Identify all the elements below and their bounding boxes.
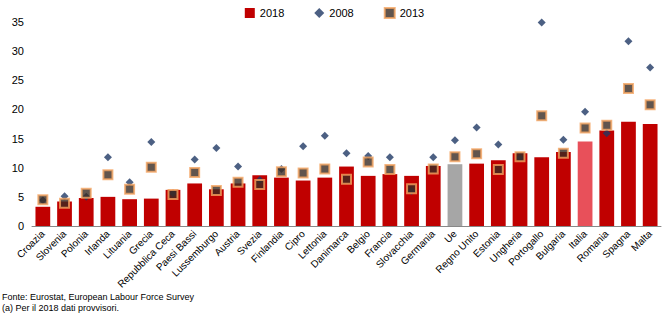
svg-text:Svezia: Svezia	[234, 228, 264, 258]
svg-text:Italia: Italia	[566, 228, 589, 251]
svg-text:Cipro: Cipro	[282, 228, 307, 253]
svg-text:25: 25	[12, 74, 24, 86]
svg-text:2013: 2013	[400, 7, 424, 19]
svg-text:Romania: Romania	[574, 228, 611, 265]
svg-text:Fonte: Eurostat, European Labo: Fonte: Eurostat, European Labour Force S…	[2, 292, 195, 302]
svg-text:Lussemburgo: Lussemburgo	[170, 228, 221, 279]
svg-text:Slovenia: Slovenia	[33, 228, 69, 263]
svg-text:35: 35	[12, 16, 24, 28]
svg-text:Portogallo: Portogallo	[506, 228, 546, 268]
svg-text:Belgio: Belgio	[344, 228, 373, 256]
svg-text:2008: 2008	[329, 7, 353, 19]
svg-text:Bulgaria: Bulgaria	[534, 228, 568, 262]
svg-text:Francia: Francia	[362, 228, 394, 260]
svg-text:Grecia: Grecia	[126, 228, 156, 257]
svg-text:Lettonia: Lettonia	[295, 228, 329, 261]
svg-text:Finlandia: Finlandia	[249, 228, 286, 265]
svg-text:10: 10	[12, 162, 24, 174]
svg-text:Spagna: Spagna	[600, 228, 632, 260]
svg-text:Austria: Austria	[212, 228, 242, 258]
svg-text:Regno Unito: Regno Unito	[433, 228, 481, 276]
svg-text:Paesi Bassi: Paesi Bassi	[153, 228, 199, 273]
svg-text:15: 15	[12, 133, 24, 145]
svg-text:Lituania: Lituania	[101, 228, 134, 261]
svg-text:0: 0	[18, 220, 24, 232]
svg-text:20: 20	[12, 103, 24, 115]
svg-text:30: 30	[12, 45, 24, 57]
svg-text:Germania: Germania	[398, 228, 437, 267]
svg-text:Croazia: Croazia	[14, 228, 47, 261]
svg-text:Malta: Malta	[629, 228, 654, 253]
svg-text:Slovacchia: Slovacchia	[373, 228, 416, 270]
svg-text:Danimarca: Danimarca	[308, 228, 350, 270]
svg-text:Polonia: Polonia	[59, 228, 91, 260]
svg-text:Estonia: Estonia	[470, 228, 503, 260]
svg-text:(a) Per il 2018 dati provvisor: (a) Per il 2018 dati provvisori.	[2, 303, 119, 313]
svg-text:Irlanda: Irlanda	[82, 228, 112, 258]
svg-text:5: 5	[18, 191, 24, 203]
svg-text:Ungheria: Ungheria	[487, 228, 524, 265]
svg-text:Ue: Ue	[442, 228, 459, 245]
svg-text:Repubblica Ceca: Repubblica Ceca	[115, 228, 177, 290]
svg-text:2018: 2018	[260, 7, 284, 19]
